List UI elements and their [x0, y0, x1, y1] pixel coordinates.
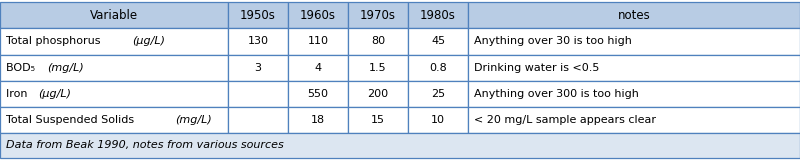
Bar [0, 81, 228, 107]
Text: 1980s: 1980s [420, 9, 456, 22]
Bar [348, 28, 408, 55]
Bar [228, 2, 288, 28]
Bar [468, 2, 800, 28]
Bar [0, 55, 228, 81]
Text: (μg/L): (μg/L) [132, 36, 165, 47]
Text: 80: 80 [371, 36, 385, 47]
Bar [348, 2, 408, 28]
Bar [348, 55, 408, 81]
Text: Total phosphorus: Total phosphorus [6, 36, 104, 47]
Text: 200: 200 [367, 89, 389, 99]
Text: 15: 15 [371, 115, 385, 125]
Text: 1.5: 1.5 [369, 63, 387, 72]
Text: 45: 45 [431, 36, 445, 47]
Text: Total Suspended Solids: Total Suspended Solids [6, 115, 138, 125]
Bar [468, 81, 800, 107]
Bar [288, 28, 348, 55]
Bar [0, 133, 800, 158]
Bar [288, 55, 348, 81]
Bar [228, 55, 288, 81]
Bar [408, 107, 468, 133]
Text: < 20 mg/L sample appears clear: < 20 mg/L sample appears clear [474, 115, 656, 125]
Bar [0, 2, 228, 28]
Text: (mg/L): (mg/L) [47, 63, 84, 72]
Bar [468, 55, 800, 81]
Bar [408, 55, 468, 81]
Text: 18: 18 [311, 115, 325, 125]
Text: (μg/L): (μg/L) [38, 89, 71, 99]
Text: 10: 10 [431, 115, 445, 125]
Text: Variable: Variable [90, 9, 138, 22]
Bar [408, 28, 468, 55]
Text: Drinking water is <0.5: Drinking water is <0.5 [474, 63, 600, 72]
Text: 110: 110 [307, 36, 329, 47]
Bar [228, 28, 288, 55]
Text: 0.8: 0.8 [429, 63, 447, 72]
Text: 4: 4 [314, 63, 322, 72]
Text: 550: 550 [307, 89, 329, 99]
Bar [288, 107, 348, 133]
Text: 130: 130 [247, 36, 269, 47]
Text: Anything over 30 is too high: Anything over 30 is too high [474, 36, 632, 47]
Bar [0, 107, 228, 133]
Bar [228, 81, 288, 107]
Text: Anything over 300 is too high: Anything over 300 is too high [474, 89, 639, 99]
Text: notes: notes [618, 9, 650, 22]
Bar [288, 2, 348, 28]
Bar [468, 28, 800, 55]
Bar [348, 81, 408, 107]
Text: 1970s: 1970s [360, 9, 396, 22]
Text: Iron: Iron [6, 89, 30, 99]
Bar [408, 2, 468, 28]
Bar [408, 81, 468, 107]
Bar [0, 28, 228, 55]
Text: 1960s: 1960s [300, 9, 336, 22]
Bar [348, 107, 408, 133]
Text: 25: 25 [431, 89, 445, 99]
Bar [228, 107, 288, 133]
Text: BOD₅: BOD₅ [6, 63, 38, 72]
Text: Data from Beak 1990, notes from various sources: Data from Beak 1990, notes from various … [6, 140, 283, 150]
Bar [468, 107, 800, 133]
Text: 3: 3 [254, 63, 262, 72]
Bar [288, 81, 348, 107]
Text: (mg/L): (mg/L) [175, 115, 212, 125]
Text: 1950s: 1950s [240, 9, 276, 22]
